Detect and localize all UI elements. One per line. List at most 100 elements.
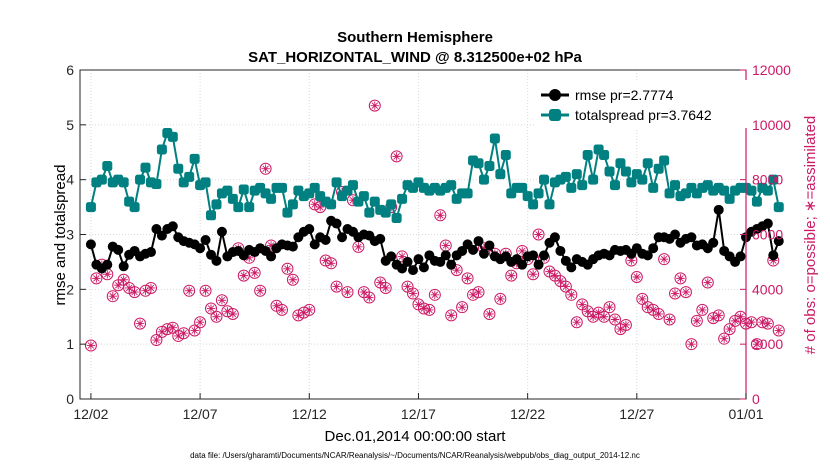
rmse-point: [113, 244, 124, 255]
left-tick-label: 5: [66, 117, 74, 133]
obs-point: [723, 323, 736, 336]
rmse-point: [533, 259, 544, 270]
obs-point: [368, 99, 381, 112]
rmse-point: [402, 256, 413, 267]
obs-point: [658, 253, 671, 266]
obs-point: [570, 316, 583, 329]
legend: rmse pr=2.7774 totalspread pr=3.7642: [536, 80, 750, 128]
obs-point: [275, 303, 288, 316]
obs-point: [144, 281, 157, 294]
totalspread-point: [244, 202, 255, 213]
rmse-point: [642, 250, 653, 261]
obs-point: [619, 318, 632, 331]
totalspread-point: [287, 199, 298, 210]
rmse-point: [331, 218, 342, 229]
legend-box: [536, 80, 750, 128]
legend-rmse-marker: [549, 89, 561, 101]
obs-point: [559, 280, 572, 293]
obs-point: [439, 239, 452, 252]
totalspread-point: [473, 158, 484, 169]
obs-point: [576, 298, 589, 311]
y-axis-label-left: rmse and totalspread: [52, 165, 69, 306]
left-tick-label: 2: [66, 281, 74, 297]
obs-point: [90, 272, 103, 285]
obs-point: [669, 287, 682, 300]
x-tick-label: 12/22: [510, 406, 545, 422]
totalspread-point: [577, 180, 588, 191]
totalspread-point: [533, 188, 544, 199]
rmse-point: [320, 234, 331, 245]
rmse-point: [446, 259, 457, 270]
obs-point: [210, 310, 223, 323]
rmse-point: [304, 224, 315, 235]
totalspread-point: [140, 162, 151, 173]
rmse-point: [386, 251, 397, 262]
right-tick-label: 10000: [752, 117, 791, 133]
totalspread-point: [500, 149, 511, 160]
totalspread-point: [189, 153, 200, 164]
rmse-point: [648, 243, 659, 254]
obs-point: [674, 272, 687, 285]
totalspread-point: [571, 169, 582, 180]
totalspread-point: [517, 182, 528, 193]
totalspread-point: [528, 199, 539, 210]
totalspread-point: [566, 182, 577, 193]
obs-point: [259, 162, 272, 175]
totalspread-point: [129, 202, 140, 213]
rmse-point: [408, 265, 418, 276]
totalspread-point: [173, 163, 184, 174]
chart-title: Southern Hemisphere: [337, 29, 493, 46]
rmse-point: [549, 232, 560, 243]
obs-point: [106, 290, 119, 303]
totalspread-point: [544, 199, 555, 210]
obs-point: [636, 292, 649, 305]
obs-point: [150, 334, 163, 347]
obs-point: [679, 286, 692, 299]
totalspread-point: [724, 193, 735, 204]
totalspread-point: [599, 149, 610, 160]
rmse-point: [560, 255, 571, 266]
obs-point: [734, 310, 747, 323]
rmse-point: [309, 239, 320, 250]
rmse-point: [435, 256, 446, 267]
legend-rmse-label: rmse pr=2.7774: [575, 87, 674, 103]
right-tick-label: 8000: [752, 172, 783, 188]
rmse-point: [287, 241, 298, 252]
chart-subtitle: SAT_HORIZONTAL_WIND @ 8.312500e+02 hPa: [248, 49, 582, 66]
right-tick-label: 12000: [752, 62, 791, 78]
obs-point: [434, 209, 447, 222]
totalspread-point: [588, 174, 599, 185]
right-tick-label: 0: [752, 391, 760, 407]
rmse-point: [457, 245, 468, 256]
obs-point: [226, 308, 239, 321]
totalspread-point: [206, 210, 217, 221]
obs-point: [685, 338, 698, 351]
rmse-point: [713, 204, 724, 215]
left-tick-label: 1: [66, 336, 74, 352]
obs-point: [352, 240, 365, 253]
totalspread-point: [484, 160, 495, 171]
obs-point: [516, 244, 529, 257]
x-tick-label: 12/27: [619, 406, 654, 422]
totalspread-point: [773, 202, 784, 213]
rmse-point: [528, 250, 539, 261]
rmse-point: [156, 230, 167, 241]
left-tick-label: 6: [66, 62, 74, 78]
rmse-point: [167, 221, 178, 232]
rmse-point: [118, 261, 129, 272]
totalspread-point: [238, 184, 249, 195]
obs-point: [177, 327, 190, 340]
totalspread-point: [85, 202, 96, 213]
totalspread-point: [659, 155, 670, 166]
rmse-point: [440, 250, 451, 261]
totalspread-point: [118, 177, 129, 188]
obs-point: [379, 281, 392, 294]
totalspread-point: [380, 207, 391, 218]
totalspread-point: [495, 169, 506, 180]
totalspread-point: [391, 213, 402, 224]
obs-point: [254, 284, 267, 297]
rmse-point: [102, 259, 113, 270]
x-axis: 12/02 12/07 12/12 12/17 12/22 12/27 01/01: [73, 393, 764, 422]
rmse-point: [145, 247, 156, 258]
totalspread-point: [96, 174, 107, 185]
